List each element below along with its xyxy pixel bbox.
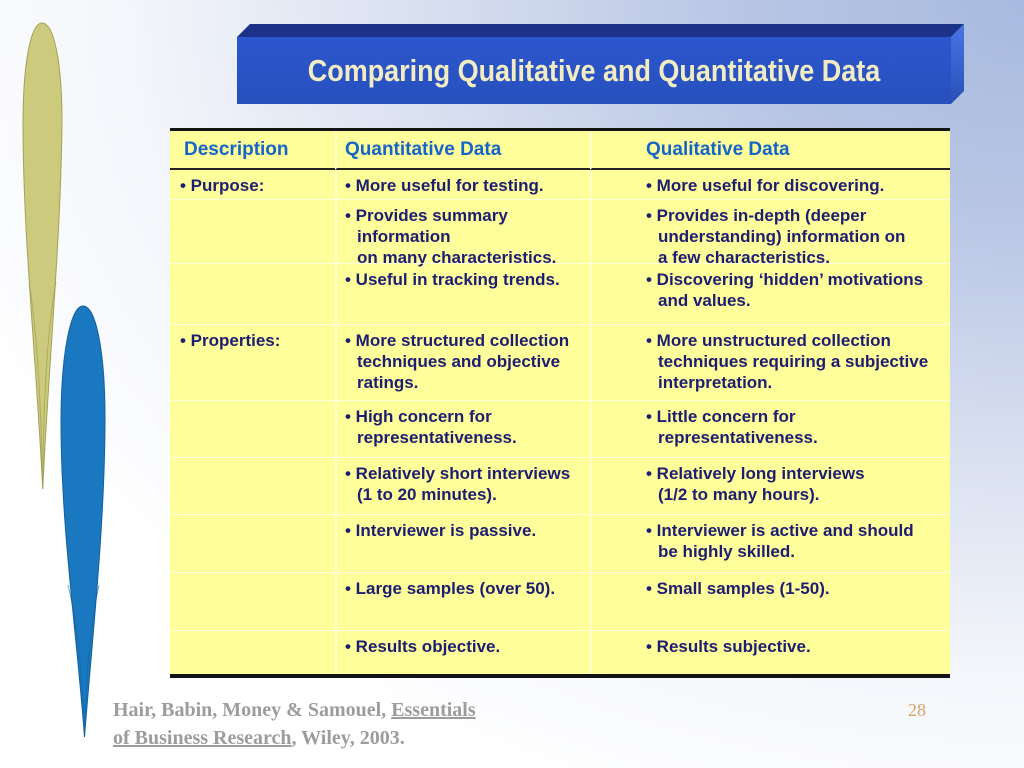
table-cell-quant: • Large samples (over 50). (335, 572, 590, 630)
table-cell-desc: • Properties: (170, 324, 335, 400)
table-cell-qual: • Relatively long interviews (1/2 to man… (590, 457, 950, 514)
title-banner: Comparing Qualitative and Quantitative D… (237, 24, 965, 105)
table-cell-quant: • More useful for testing. (335, 170, 590, 199)
table-cell-quant: • Useful in tracking trends. (335, 263, 590, 324)
table-cell-qual: • Provides in-depth (deeper understandin… (590, 199, 950, 267)
banner-right-face (951, 24, 964, 104)
citation-title-part2: of Business Research (113, 727, 292, 749)
table-cell-desc (170, 630, 335, 674)
table-cell-desc (170, 199, 335, 263)
banner-top-face (237, 24, 964, 37)
table-cell-quant: • Results objective. (335, 630, 590, 674)
comparison-table: Description Quantitative Data Qualitativ… (170, 128, 950, 678)
table-cell-desc: • Purpose: (180, 176, 265, 195)
table-cell-quant: • Interviewer is passive. (335, 514, 590, 572)
olive-leaf-crease (28, 281, 57, 490)
table-cell-quant: • High concern for representativeness. (335, 400, 590, 457)
footer-citation: Hair, Babin, Money & Samouel, Essentials… (113, 696, 476, 752)
table-cell-qual: • Results subjective. (590, 630, 950, 674)
table-cell-desc (170, 263, 335, 324)
slide-title-wrap: Comparing Qualitative and Quantitative D… (237, 37, 951, 104)
table-header-quantitative: Quantitative Data (335, 131, 590, 170)
footer-citation-line1: Hair, Babin, Money & Samouel, Essentials (113, 696, 476, 724)
table-cell-quant: • More structured collection techniques … (335, 324, 590, 400)
table-cell-qual: • More useful for discovering. (590, 170, 950, 199)
page-number: 28 (908, 700, 926, 720)
blue-leaf-shape (60, 305, 106, 738)
citation-publisher: , Wiley, 2003. (291, 727, 405, 749)
olive-leaf-shape (22, 22, 63, 490)
table-cell-qual: • Interviewer is active and should be hi… (590, 514, 950, 572)
table-header-qualitative: Qualitative Data (590, 131, 950, 170)
table-cell-qual: • Small samples (1-50). (590, 572, 950, 630)
table-header-description: Description (170, 131, 335, 170)
title-banner-3d-box (237, 24, 964, 104)
table-cell-quant: • Relatively short interviews (1 to 20 m… (335, 457, 590, 514)
blue-leaf-crease (67, 584, 100, 738)
table-cell-qual: • Little concern for representativeness. (590, 400, 950, 457)
table-cell-qual: • More unstructured collection technique… (590, 324, 950, 400)
banner-front-face (237, 37, 951, 104)
citation-authors: Hair, Babin, Money & Samouel, (113, 699, 392, 721)
table-cell-quant: • Provides summary information on many c… (335, 199, 590, 267)
table-cell-desc (170, 457, 335, 514)
table-cell-qual: • Discovering ‘hidden’ motivations and v… (590, 263, 950, 324)
table-cell-desc (170, 514, 335, 572)
slide-title: Comparing Qualitative and Quantitative D… (307, 52, 881, 88)
footer-citation-line2: of Business Research, Wiley, 2003. (113, 724, 476, 752)
citation-title-part1: Essentials (391, 699, 476, 721)
table-cell-desc (170, 400, 335, 457)
table-cell-desc (170, 572, 335, 630)
